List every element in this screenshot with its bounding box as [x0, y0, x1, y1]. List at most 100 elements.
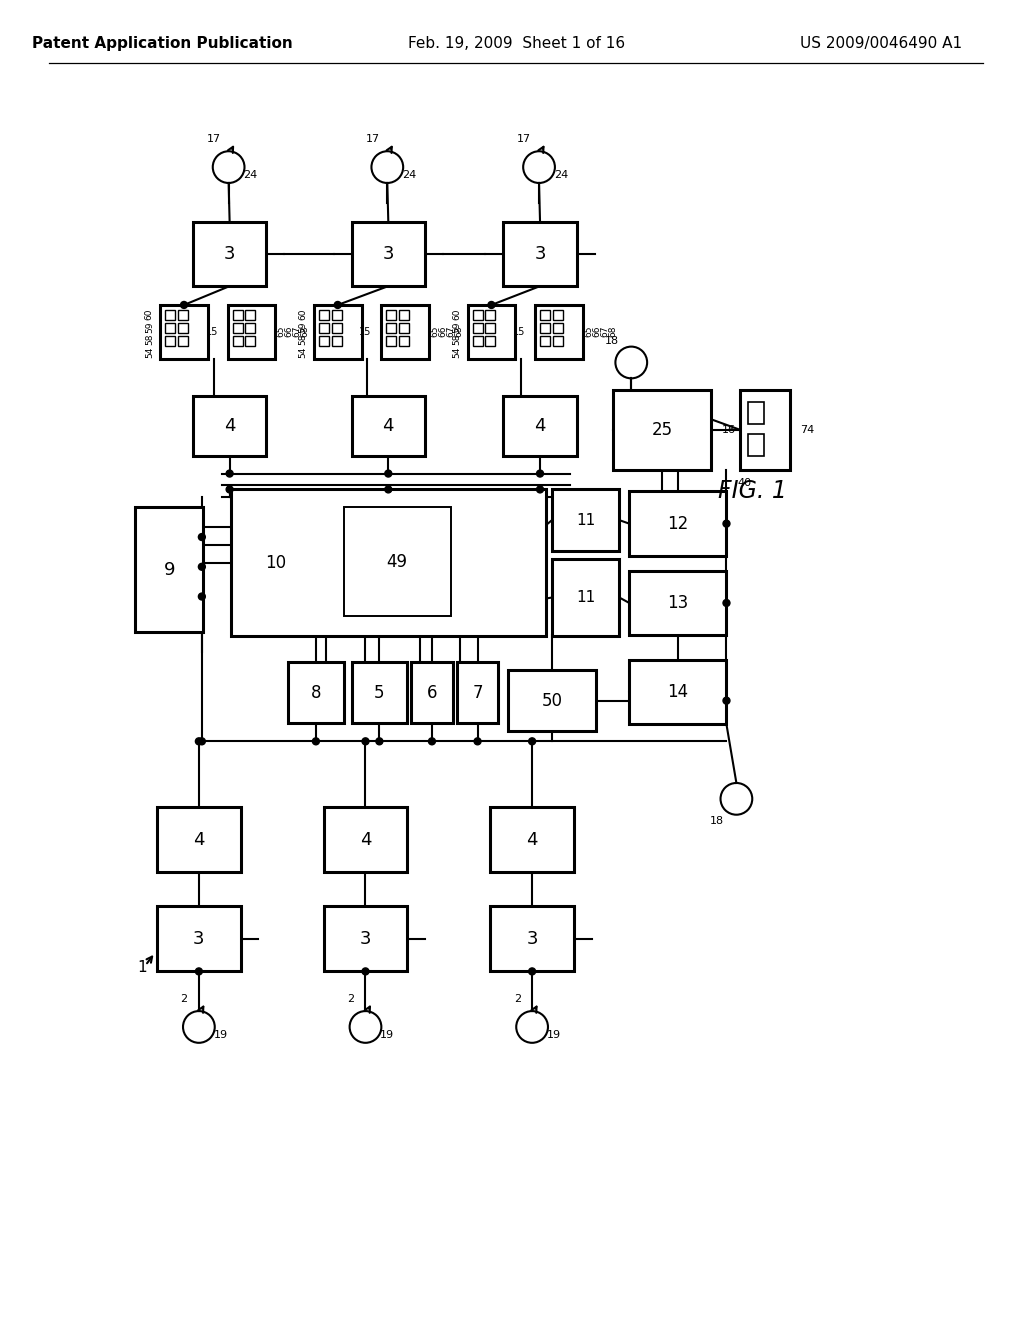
Text: 19: 19 [547, 1030, 561, 1040]
Bar [749, 434, 764, 455]
Circle shape [474, 738, 481, 744]
Bar [227, 305, 275, 359]
Bar [165, 323, 175, 333]
Text: 24: 24 [402, 170, 416, 180]
Bar [508, 671, 596, 731]
Circle shape [362, 738, 369, 744]
Bar [246, 335, 255, 346]
Circle shape [226, 470, 233, 477]
Bar [740, 391, 790, 470]
Bar [351, 222, 425, 286]
Bar [485, 310, 496, 319]
Text: 24: 24 [244, 170, 258, 180]
Text: 12: 12 [668, 515, 688, 533]
Text: 3: 3 [194, 929, 205, 948]
Bar [324, 807, 408, 873]
Bar [630, 491, 726, 556]
Text: 49: 49 [387, 553, 408, 570]
Text: 74: 74 [800, 425, 814, 434]
Text: FIG. 1: FIG. 1 [718, 479, 786, 503]
Text: 54: 54 [453, 347, 461, 358]
Bar [552, 490, 620, 550]
Bar [246, 323, 255, 333]
Text: 40: 40 [737, 478, 752, 488]
Bar [540, 310, 550, 319]
Text: 11: 11 [577, 512, 595, 528]
Bar [473, 335, 482, 346]
Circle shape [723, 697, 730, 704]
Text: 66: 66 [285, 326, 294, 338]
Bar [399, 335, 410, 346]
Bar [135, 507, 203, 632]
Text: Patent Application Publication: Patent Application Publication [32, 36, 293, 50]
Text: 5: 5 [374, 684, 385, 702]
Circle shape [199, 593, 206, 601]
Text: US 2009/0046490 A1: US 2009/0046490 A1 [800, 36, 963, 50]
Circle shape [180, 301, 187, 309]
Text: 68: 68 [608, 326, 616, 338]
Bar [552, 558, 620, 636]
Bar [399, 323, 410, 333]
Bar [490, 906, 573, 972]
Text: 3: 3 [359, 929, 372, 948]
Bar [553, 335, 563, 346]
Bar [332, 310, 342, 319]
Text: 66: 66 [592, 326, 601, 338]
Bar [457, 663, 499, 723]
Text: 60: 60 [453, 308, 461, 319]
Text: 19: 19 [214, 1030, 227, 1040]
Bar [178, 323, 188, 333]
Text: 2: 2 [347, 994, 354, 1005]
Bar [540, 335, 550, 346]
Circle shape [528, 738, 536, 744]
Bar [485, 335, 496, 346]
Circle shape [723, 599, 730, 606]
Text: 4: 4 [383, 417, 394, 436]
Bar [193, 396, 266, 455]
Circle shape [199, 564, 206, 570]
Bar [749, 403, 764, 424]
Bar [165, 310, 175, 319]
Text: 17: 17 [366, 135, 380, 144]
Text: 4: 4 [194, 830, 205, 849]
Text: 3: 3 [526, 929, 538, 948]
Circle shape [226, 486, 233, 492]
Circle shape [196, 738, 203, 744]
Text: 17: 17 [517, 135, 531, 144]
Circle shape [334, 301, 341, 309]
Bar [485, 323, 496, 333]
Bar [232, 335, 243, 346]
Text: 6: 6 [427, 684, 437, 702]
Circle shape [528, 968, 536, 975]
Circle shape [537, 486, 544, 492]
Circle shape [385, 486, 392, 492]
Text: 4: 4 [526, 830, 538, 849]
Text: 2: 2 [514, 994, 521, 1005]
Bar [613, 391, 711, 470]
Bar [318, 310, 329, 319]
Circle shape [428, 738, 435, 744]
Text: 67: 67 [446, 326, 456, 338]
Bar [553, 323, 563, 333]
Text: 54: 54 [144, 347, 154, 358]
Text: Feb. 19, 2009  Sheet 1 of 16: Feb. 19, 2009 Sheet 1 of 16 [408, 36, 625, 50]
Bar [193, 222, 266, 286]
Bar [232, 323, 243, 333]
Circle shape [362, 968, 369, 975]
Bar [324, 906, 408, 972]
Text: 15: 15 [513, 327, 525, 337]
Circle shape [488, 301, 495, 309]
Circle shape [199, 533, 206, 540]
Text: 15: 15 [206, 327, 218, 337]
Bar [318, 335, 329, 346]
Text: 68: 68 [455, 326, 463, 338]
Bar [386, 310, 396, 319]
Circle shape [723, 520, 730, 527]
Text: 2: 2 [180, 994, 187, 1005]
Bar [332, 335, 342, 346]
Bar [160, 305, 208, 359]
Bar [314, 305, 361, 359]
Bar [473, 323, 482, 333]
Text: 4: 4 [224, 417, 236, 436]
Text: 67: 67 [293, 326, 301, 338]
